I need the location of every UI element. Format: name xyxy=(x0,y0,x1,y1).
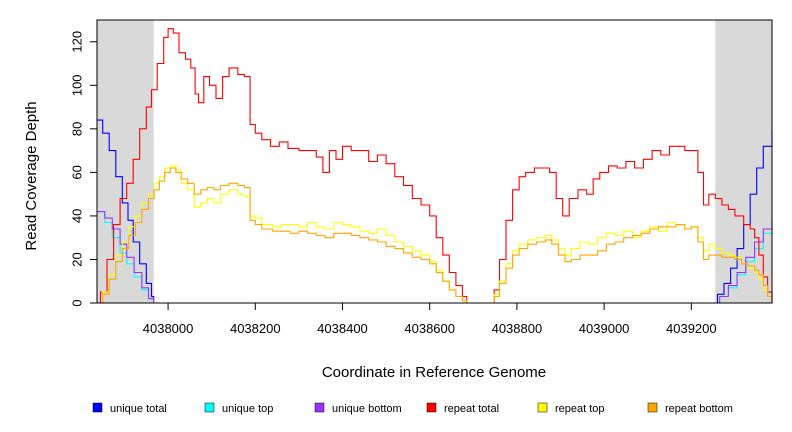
shaded-region-1 xyxy=(97,20,154,303)
x-axis-title: Coordinate in Reference Genome xyxy=(322,364,546,381)
legend-swatch-unique-bottom xyxy=(314,402,325,413)
series-line-repeat-top xyxy=(97,165,773,304)
legend-swatch-repeat-bottom xyxy=(647,402,658,413)
y-tick-label: 20 xyxy=(70,252,85,266)
x-tick-label: 4038000 xyxy=(143,321,194,336)
series-line-unique-total xyxy=(97,119,773,304)
x-axis: 4038000 4038200 4038400 4038600 4038800 40390… xyxy=(143,303,717,336)
series-line-repeat-total xyxy=(97,28,773,304)
y-tick-label: 100 xyxy=(70,74,85,96)
legend-label-unique-total: unique total xyxy=(110,403,167,415)
legend-label-repeat-total: repeat total xyxy=(444,403,499,415)
x-tick-label: 4039000 xyxy=(579,321,630,336)
legend-swatch-repeat-total xyxy=(426,402,437,413)
legend-label-unique-bottom: unique bottom xyxy=(332,403,402,415)
y-tick-label: 120 xyxy=(70,31,85,53)
x-tick-label: 4038400 xyxy=(317,321,368,336)
series-line-repeat-bottom xyxy=(97,167,773,304)
series-lines xyxy=(97,28,773,304)
y-tick-label: 60 xyxy=(70,165,85,179)
legend-label-repeat-top: repeat top xyxy=(555,403,605,415)
legend-swatch-unique-top xyxy=(204,402,215,413)
series-line-unique-bottom xyxy=(97,211,773,304)
legend-swatch-repeat-top xyxy=(537,402,548,413)
x-tick-label: 4039200 xyxy=(666,321,717,336)
legend-swatch-unique-total xyxy=(92,402,103,413)
y-tick-label: 40 xyxy=(70,209,85,223)
y-axis-title: Read Coverage Depth xyxy=(23,101,40,250)
y-tick-label: 0 xyxy=(70,299,85,306)
legend-label-unique-top: unique top xyxy=(222,403,273,415)
shaded-regions xyxy=(97,20,772,303)
legend-label-repeat-bottom: repeat bottom xyxy=(665,403,733,415)
x-tick-label: 4038600 xyxy=(404,321,455,336)
plot-frame xyxy=(96,19,773,304)
y-tick-label: 80 xyxy=(70,122,85,136)
shaded-region-2 xyxy=(715,20,772,303)
series-line-unique-top xyxy=(97,211,773,304)
legend: unique total unique top unique bottom repea… xyxy=(92,402,733,415)
y-axis: 0 20 40 60 80 100 120 xyxy=(70,31,97,307)
x-tick-label: 4038200 xyxy=(230,321,281,336)
x-tick-label: 4038800 xyxy=(492,321,543,336)
